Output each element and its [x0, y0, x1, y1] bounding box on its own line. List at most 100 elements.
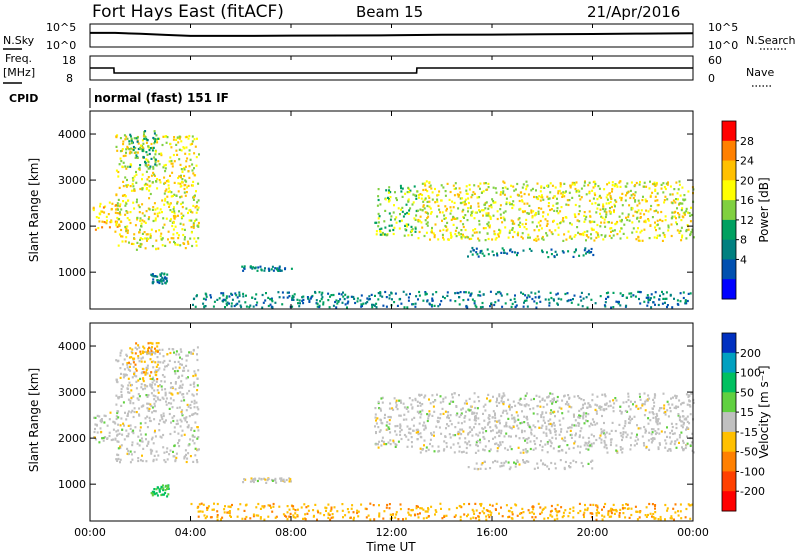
- echo-cell: [106, 437, 109, 440]
- echo-cell: [517, 402, 520, 405]
- echo-cell: [513, 421, 516, 424]
- echo-cell: [182, 366, 185, 369]
- power-ylabel: Slant Range [km]: [27, 158, 41, 262]
- echo-cell: [689, 444, 692, 447]
- echo-cell: [146, 426, 149, 429]
- echo-cell: [164, 460, 167, 464]
- echo-cell: [596, 404, 599, 407]
- echo-cell: [567, 515, 570, 518]
- echo-cell: [690, 213, 693, 217]
- echo-cell: [120, 384, 123, 387]
- echo-cell: [335, 299, 338, 302]
- echo-cell: [359, 299, 362, 302]
- echo-cell: [274, 479, 277, 482]
- echo-cell: [664, 410, 667, 414]
- echo-cell: [555, 202, 558, 205]
- echo-cell: [242, 295, 245, 298]
- echo-cell: [486, 222, 489, 226]
- echo-cell: [263, 518, 266, 521]
- echo-cell: [521, 237, 524, 240]
- echo-cell: [144, 164, 147, 167]
- echo-cell: [573, 294, 576, 297]
- echo-cell: [659, 218, 662, 222]
- echo-cell: [507, 461, 510, 464]
- echo-cell: [477, 237, 480, 240]
- echo-cell: [655, 421, 658, 424]
- echo-cell: [598, 406, 601, 409]
- echo-cell: [153, 174, 156, 177]
- echo-cell: [614, 397, 617, 400]
- echo-cell: [330, 516, 333, 519]
- echo-cell: [183, 455, 186, 459]
- echo-cell: [479, 441, 482, 444]
- echo-cell: [635, 238, 638, 241]
- echo-cell: [154, 161, 157, 164]
- echo-cell: [192, 225, 195, 228]
- echo-cell: [389, 513, 392, 516]
- echo-cell: [162, 361, 165, 364]
- echo-cell: [626, 192, 628, 195]
- echo-cell: [679, 300, 682, 303]
- echo-cell: [433, 434, 435, 437]
- echo-cell: [230, 515, 232, 518]
- echo-cell: [375, 422, 378, 425]
- echo-cell: [132, 178, 135, 181]
- echo-cell: [149, 147, 152, 150]
- echo-cell: [140, 144, 142, 147]
- echo-cell: [524, 405, 527, 408]
- echo-cell: [656, 414, 659, 417]
- echo-cell: [140, 357, 143, 360]
- echo-cell: [119, 150, 122, 153]
- echo-cell: [131, 177, 134, 180]
- echo-cell: [492, 214, 495, 217]
- echo-cell: [567, 230, 570, 233]
- echo-cell: [159, 273, 162, 276]
- echo-cell: [478, 518, 481, 521]
- echo-cell: [549, 430, 552, 433]
- echo-cell: [377, 198, 380, 202]
- echo-cell: [141, 203, 144, 206]
- echo-cell: [150, 360, 153, 364]
- echo-cell: [690, 230, 693, 234]
- echo-cell: [553, 410, 556, 413]
- echo-cell: [402, 215, 405, 218]
- echo-cell: [332, 293, 335, 297]
- echo-cell: [172, 228, 175, 231]
- echo-cell: [556, 197, 558, 200]
- echo-cell: [155, 342, 158, 345]
- echo-cell: [676, 223, 678, 226]
- echo-cell: [292, 514, 295, 517]
- echo-cell: [272, 502, 275, 506]
- echo-cell: [497, 299, 500, 302]
- echo-cell: [136, 397, 139, 400]
- echo-cell: [590, 422, 592, 425]
- echo-cell: [134, 146, 137, 150]
- echo-cell: [507, 509, 510, 512]
- echo-cell: [162, 412, 165, 415]
- echo-cell: [305, 506, 308, 509]
- echo-cell: [173, 455, 176, 458]
- echo-cell: [602, 207, 605, 211]
- echo-cell: [388, 407, 391, 410]
- echo-cell: [442, 412, 445, 415]
- echo-cell: [166, 195, 169, 198]
- echo-cell: [622, 427, 625, 430]
- echo-cell: [402, 402, 405, 405]
- echo-cell: [483, 182, 486, 185]
- echo-cell: [628, 219, 631, 222]
- echo-cell: [542, 507, 545, 510]
- echo-cell: [556, 207, 559, 210]
- echo-cell: [216, 518, 219, 521]
- echo-cell: [146, 402, 149, 405]
- echo-cell: [154, 275, 157, 278]
- echo-cell: [188, 153, 191, 156]
- echo-cell: [603, 421, 605, 425]
- echo-cell: [604, 235, 607, 238]
- echo-cell: [190, 400, 193, 403]
- echo-cell: [678, 434, 681, 437]
- y-tick-label: 1000: [58, 266, 86, 279]
- echo-cell: [582, 406, 584, 409]
- echo-cell: [174, 382, 177, 385]
- echo-cell: [180, 212, 183, 215]
- echo-cell: [471, 234, 474, 237]
